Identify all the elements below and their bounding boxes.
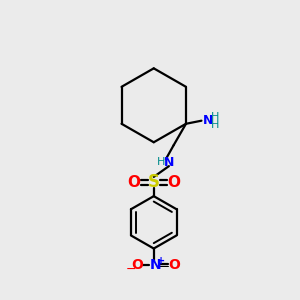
- Text: S: S: [148, 173, 160, 191]
- Text: N: N: [149, 259, 161, 272]
- Text: H: H: [157, 157, 165, 167]
- Text: N: N: [202, 114, 213, 127]
- Text: −: −: [125, 263, 136, 276]
- Text: H: H: [211, 112, 220, 122]
- Text: O: O: [168, 259, 180, 272]
- Text: H: H: [211, 119, 220, 130]
- Text: O: O: [127, 175, 140, 190]
- Text: N: N: [164, 156, 174, 169]
- Text: O: O: [131, 259, 142, 272]
- Text: +: +: [157, 256, 165, 266]
- Text: O: O: [167, 175, 180, 190]
